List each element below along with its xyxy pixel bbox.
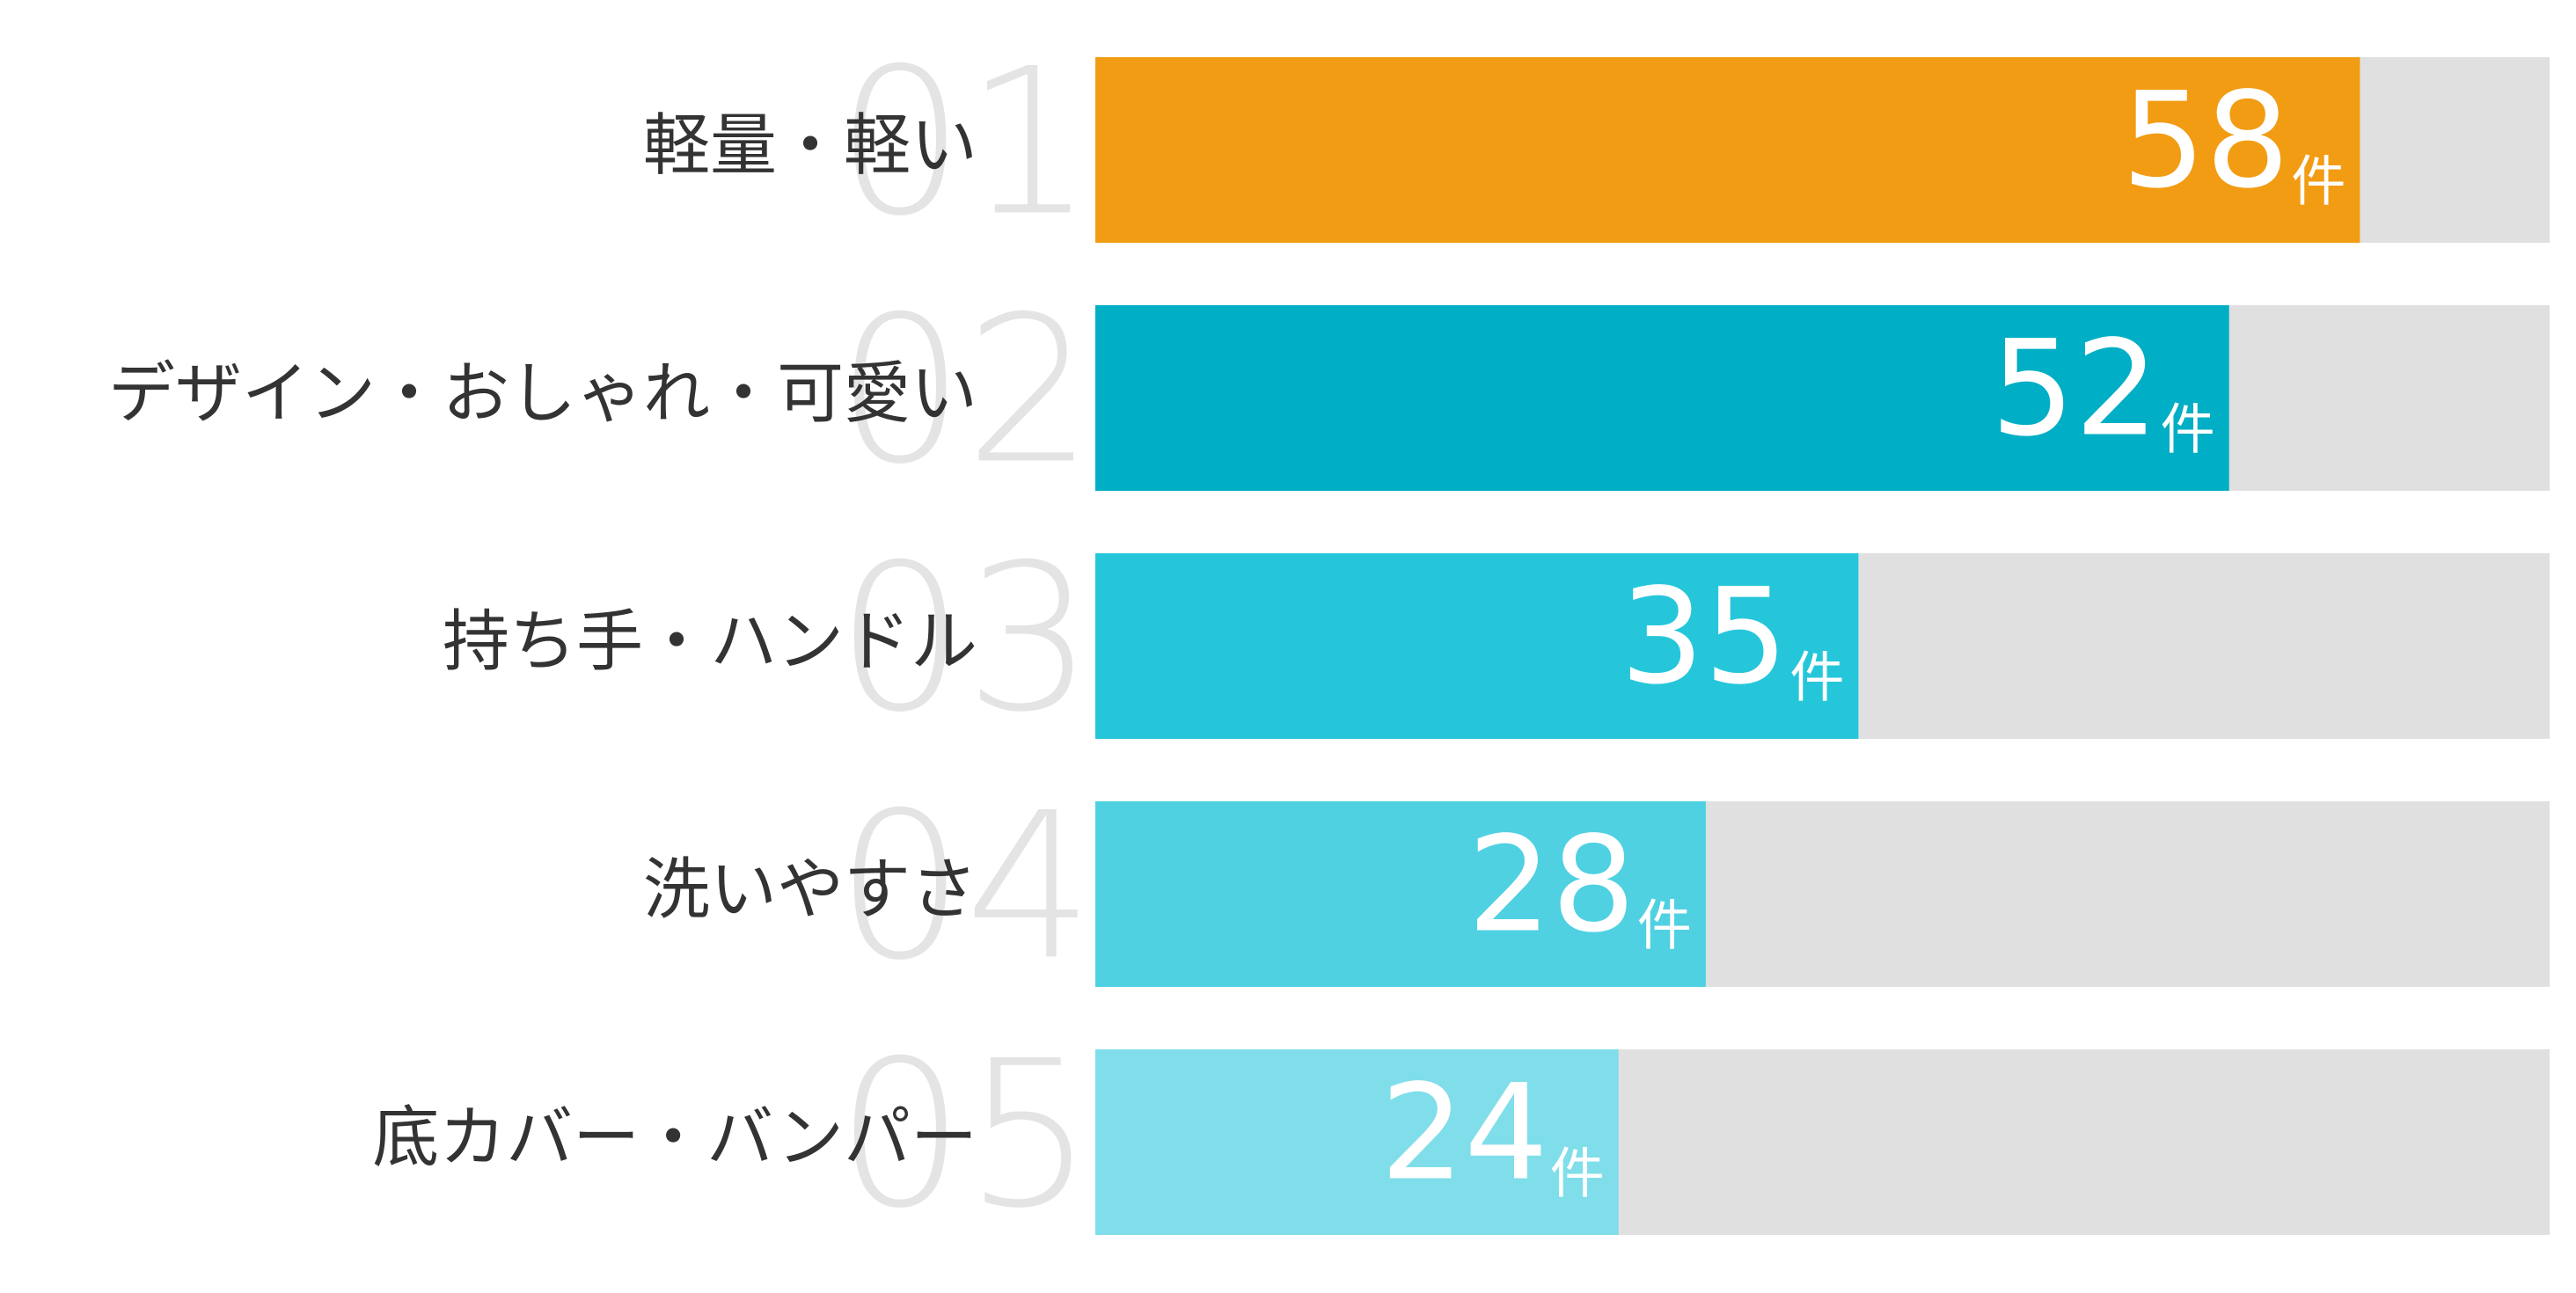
value-label: 28 <box>1467 809 1636 962</box>
bar <box>1095 305 2229 491</box>
bar <box>1095 57 2360 243</box>
bar <box>1095 553 1859 739</box>
rank-number: 04 <box>836 771 1094 1005</box>
rank-number: 02 <box>836 274 1094 509</box>
value-unit: 件 <box>2291 150 2345 214</box>
category-label: 持ち手・ハンドル <box>443 602 977 680</box>
value-label: 58 <box>2122 65 2290 218</box>
value-unit: 件 <box>1789 646 1844 710</box>
value-label: 52 <box>1991 313 2159 466</box>
bar <box>1095 801 1706 987</box>
category-label: 洗いやすさ <box>643 850 977 928</box>
rank-number: 01 <box>836 26 1094 261</box>
value-unit: 件 <box>1637 894 1692 958</box>
rank-number: 03 <box>836 522 1094 757</box>
category-label: デザイン・おしゃれ・可愛い <box>108 354 977 432</box>
value-label: 35 <box>1621 561 1789 714</box>
category-label: 軽量・軽い <box>643 106 977 184</box>
value-unit: 件 <box>1550 1142 1605 1206</box>
category-label: 底カバー・バンパー <box>372 1098 977 1176</box>
rank-number: 05 <box>836 1019 1094 1253</box>
bar <box>1095 1049 1619 1235</box>
value-unit: 件 <box>2161 398 2215 462</box>
value-label: 24 <box>1380 1057 1548 1210</box>
